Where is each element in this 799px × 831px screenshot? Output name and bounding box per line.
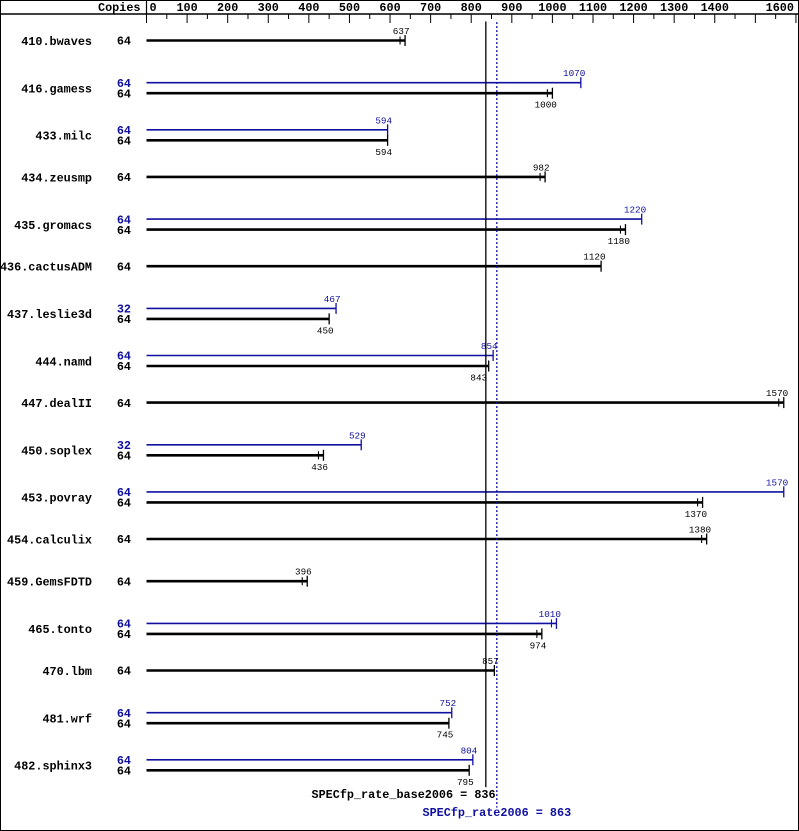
svg-text:1000: 1000 <box>538 1 566 15</box>
svg-text:465.tonto: 465.tonto <box>28 623 92 637</box>
svg-text:444.namd: 444.namd <box>35 355 92 369</box>
svg-text:0: 0 <box>150 1 157 15</box>
svg-text:1220: 1220 <box>624 205 646 216</box>
svg-text:900: 900 <box>501 1 522 15</box>
svg-text:64: 64 <box>117 575 131 589</box>
svg-text:1010: 1010 <box>539 609 561 620</box>
svg-text:843: 843 <box>470 373 487 384</box>
svg-text:467: 467 <box>324 294 341 305</box>
svg-text:416.gamess: 416.gamess <box>21 82 92 96</box>
svg-text:200: 200 <box>217 1 238 15</box>
svg-text:982: 982 <box>533 162 550 173</box>
svg-text:1600: 1600 <box>766 1 794 15</box>
svg-text:752: 752 <box>439 698 456 709</box>
svg-text:400: 400 <box>298 1 319 15</box>
svg-text:100: 100 <box>176 1 197 15</box>
svg-text:436.cactusADM: 436.cactusADM <box>0 261 92 275</box>
svg-text:436: 436 <box>311 462 328 473</box>
svg-text:437.leslie3d: 437.leslie3d <box>7 308 92 322</box>
svg-text:453.povray: 453.povray <box>21 492 92 506</box>
svg-text:64: 64 <box>117 497 131 511</box>
svg-text:1200: 1200 <box>619 1 647 15</box>
svg-text:804: 804 <box>461 745 478 756</box>
svg-text:529: 529 <box>349 430 366 441</box>
svg-text:450.soplex: 450.soplex <box>21 445 92 459</box>
svg-text:64: 64 <box>117 665 131 679</box>
svg-text:459.GemsFDTD: 459.GemsFDTD <box>7 576 92 590</box>
svg-text:64: 64 <box>117 260 131 274</box>
svg-text:500: 500 <box>339 1 360 15</box>
svg-text:396: 396 <box>295 567 312 578</box>
svg-text:300: 300 <box>258 1 279 15</box>
svg-text:454.calculix: 454.calculix <box>7 534 92 548</box>
svg-text:1370: 1370 <box>685 509 707 520</box>
svg-text:974: 974 <box>530 640 547 651</box>
svg-text:1070: 1070 <box>563 68 585 79</box>
svg-text:600: 600 <box>379 1 400 15</box>
svg-text:450: 450 <box>317 325 334 336</box>
svg-text:64: 64 <box>117 717 131 731</box>
svg-text:481.wrf: 481.wrf <box>42 712 92 726</box>
svg-text:410.bwaves: 410.bwaves <box>21 35 92 49</box>
svg-text:447.dealII: 447.dealII <box>21 397 92 411</box>
svg-text:64: 64 <box>117 87 131 101</box>
svg-text:64: 64 <box>117 35 131 49</box>
svg-text:857: 857 <box>482 656 499 667</box>
svg-text:435.gromacs: 435.gromacs <box>14 219 92 233</box>
svg-text:1380: 1380 <box>689 525 711 536</box>
svg-text:800: 800 <box>461 1 482 15</box>
svg-text:64: 64 <box>117 313 131 327</box>
svg-text:1570: 1570 <box>766 388 788 399</box>
svg-text:1300: 1300 <box>660 1 688 15</box>
svg-text:795: 795 <box>457 777 474 788</box>
svg-text:1180: 1180 <box>608 236 630 247</box>
svg-text:854: 854 <box>481 341 498 352</box>
svg-text:64: 64 <box>117 450 131 464</box>
svg-text:470.lbm: 470.lbm <box>42 665 92 679</box>
svg-text:64: 64 <box>117 360 131 374</box>
svg-text:64: 64 <box>117 171 131 185</box>
svg-text:64: 64 <box>117 533 131 547</box>
svg-text:64: 64 <box>117 765 131 779</box>
svg-text:1120: 1120 <box>583 252 605 263</box>
svg-text:1100: 1100 <box>579 1 607 15</box>
svg-text:482.sphinx3: 482.sphinx3 <box>14 760 92 774</box>
svg-text:594: 594 <box>375 115 392 126</box>
svg-text:594: 594 <box>375 147 392 158</box>
svg-text:637: 637 <box>393 26 410 37</box>
svg-text:1570: 1570 <box>766 477 788 488</box>
svg-text:1000: 1000 <box>535 100 557 111</box>
svg-text:SPECfp_rate2006 = 863: SPECfp_rate2006 = 863 <box>423 806 572 820</box>
svg-text:SPECfp_rate_base2006 = 836: SPECfp_rate_base2006 = 836 <box>312 788 496 802</box>
svg-text:745: 745 <box>437 730 454 741</box>
svg-text:433.milc: 433.milc <box>35 130 92 144</box>
svg-text:64: 64 <box>117 135 131 149</box>
svg-text:434.zeusmp: 434.zeusmp <box>21 171 92 185</box>
svg-text:Copies: Copies <box>98 1 140 15</box>
svg-text:700: 700 <box>420 1 441 15</box>
svg-text:64: 64 <box>117 628 131 642</box>
svg-text:1400: 1400 <box>701 1 729 15</box>
svg-text:64: 64 <box>117 397 131 411</box>
svg-text:64: 64 <box>117 224 131 238</box>
